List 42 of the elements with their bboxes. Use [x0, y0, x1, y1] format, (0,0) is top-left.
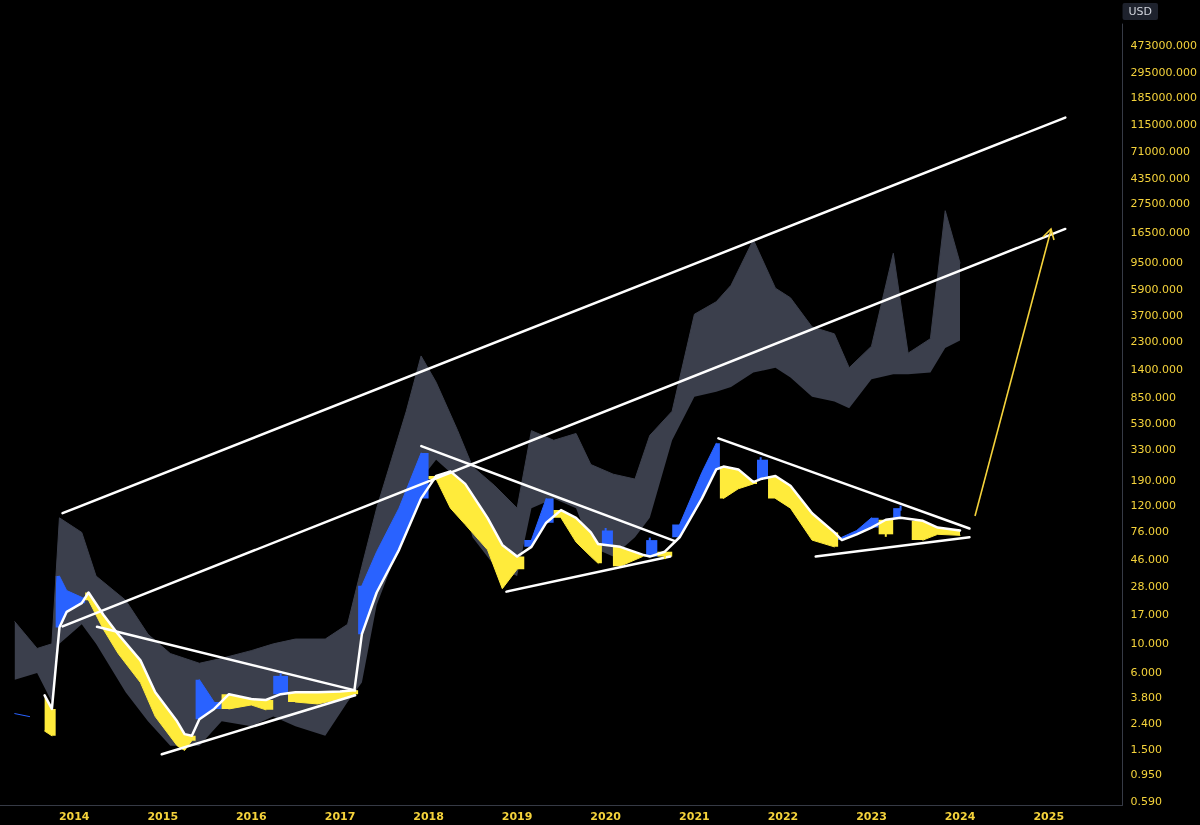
x-tick-label: 2018 — [413, 810, 444, 823]
y-tick-label: 185000.000 — [1130, 91, 1197, 105]
y-tick-label: 5900.000 — [1130, 282, 1184, 296]
x-tick-label: 2021 — [679, 810, 710, 823]
y-tick-label: 3.800 — [1130, 691, 1163, 705]
y-tick-label: 2.400 — [1130, 716, 1163, 730]
y-tick-label: 46.000 — [1130, 552, 1170, 566]
y-tick-label: 2300.000 — [1130, 335, 1184, 349]
y-tick-label: 1.500 — [1130, 742, 1163, 756]
y-tick-label: 16500.000 — [1130, 225, 1191, 239]
y-tick-label: 115000.000 — [1130, 117, 1197, 131]
y-tick-label: 0.950 — [1130, 768, 1163, 782]
y-tick-label: 28.000 — [1130, 580, 1170, 594]
y-tick-label: 850.000 — [1130, 390, 1177, 404]
y-axis-title: USD — [1128, 5, 1153, 18]
y-tick-label: 473000.000 — [1130, 39, 1197, 53]
y-tick-label: 3700.000 — [1130, 308, 1184, 322]
y-tick-label: 530.000 — [1130, 416, 1177, 430]
x-tick-label: 2016 — [235, 810, 267, 823]
y-tick-label: 9500.000 — [1130, 256, 1184, 270]
x-tick-label: 2019 — [501, 810, 533, 823]
y-tick-label: 76.000 — [1130, 524, 1170, 538]
y-tick-label: 10.000 — [1130, 637, 1170, 651]
x-tick-label: 2025 — [1033, 810, 1065, 823]
y-tick-label: 6.000 — [1130, 665, 1163, 679]
y-tick-label: 330.000 — [1130, 443, 1177, 457]
x-tick-label: 2020 — [590, 810, 622, 823]
x-tick-label: 2024 — [944, 810, 976, 823]
x-tick-label: 2023 — [856, 810, 887, 823]
y-tick-label: 120.000 — [1130, 499, 1177, 513]
x-tick-label: 2022 — [767, 810, 799, 823]
x-tick-label: 2015 — [147, 810, 179, 823]
y-tick-label: 17.000 — [1130, 607, 1170, 621]
x-tick-label: 2014 — [58, 810, 90, 823]
y-tick-label: 27500.000 — [1130, 197, 1191, 211]
x-tick-label: 2017 — [324, 810, 356, 823]
y-tick-label: 71000.000 — [1130, 144, 1191, 158]
y-tick-label: 0.590 — [1130, 794, 1163, 808]
y-tick-label: 295000.000 — [1130, 65, 1197, 79]
y-tick-label: 1400.000 — [1130, 362, 1184, 376]
y-tick-label: 43500.000 — [1130, 171, 1191, 185]
y-tick-label: 190.000 — [1130, 473, 1177, 487]
